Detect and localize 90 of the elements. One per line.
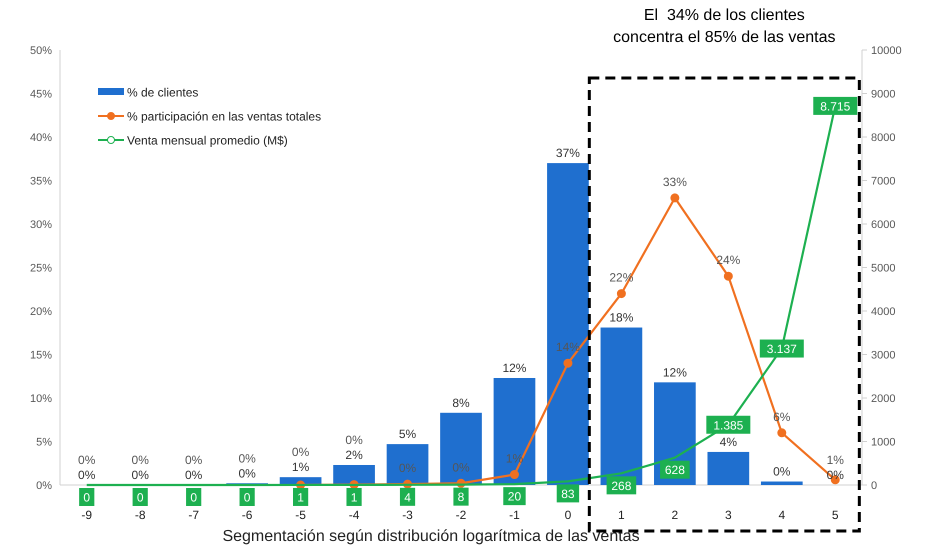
- data-label: 268: [611, 478, 632, 493]
- data-label: 12%: [662, 365, 688, 380]
- y-tick-label: 25%: [30, 262, 52, 274]
- bar: [760, 482, 803, 485]
- data-label: 4: [404, 490, 412, 504]
- y2-tick-label: 6000: [871, 219, 896, 231]
- data-label: 20: [508, 490, 522, 504]
- y-tick-label: 35%: [30, 176, 52, 188]
- y2-tick-label: 7000: [871, 176, 896, 188]
- point: [616, 289, 626, 298]
- bar: [386, 444, 428, 485]
- data-label: 0%: [78, 468, 96, 482]
- y-tick-label: 10%: [30, 393, 52, 405]
- y2-tick-label: 10000: [871, 45, 902, 57]
- y2-tick-label: 5000: [871, 262, 896, 274]
- data-label: 4%: [720, 434, 738, 449]
- text: 0%: [132, 453, 149, 467]
- x-tick-label: 3: [724, 508, 732, 522]
- y-tick-label: 5%: [36, 436, 52, 448]
- y-tick-label: 50%: [30, 45, 52, 57]
- bar: [707, 452, 750, 485]
- x-tick-label: 5: [832, 508, 839, 522]
- data-label: 33%: [662, 174, 688, 189]
- data-label: 14%: [556, 340, 580, 354]
- y2-tick-label: 2000: [871, 393, 896, 405]
- y2-tick-label: 8000: [871, 132, 896, 144]
- data-label: 0: [136, 490, 144, 504]
- x-tick-label: 4: [778, 508, 786, 522]
- data-label: 0: [244, 490, 251, 504]
- data-label: 0%: [345, 432, 364, 447]
- y-tick-label: 45%: [30, 88, 52, 100]
- y-tick-label: 20%: [30, 306, 52, 318]
- y2-tick-label: 1000: [871, 436, 896, 448]
- point: [670, 193, 680, 202]
- x-tick-label: 1: [618, 508, 626, 522]
- data-label: 1%: [292, 460, 310, 474]
- text: 0%: [184, 453, 202, 467]
- text: 0%: [238, 451, 256, 466]
- x-tick-label: -1: [509, 508, 520, 522]
- y-tick-label: 30%: [30, 219, 52, 231]
- x-axis-title: Segmentación según distribución logarítmica de las ventas: [222, 528, 640, 545]
- legend-label: % participación en las ventas totales: [127, 110, 322, 124]
- data-label: 0%: [238, 466, 256, 480]
- x-tick-label: -7: [188, 508, 200, 522]
- y2-tick-label: 9000: [871, 88, 896, 100]
- data-label: 628: [664, 463, 686, 478]
- x-tick-label: 2: [672, 508, 679, 522]
- data-label: 12%: [502, 360, 527, 375]
- data-label: 0: [190, 490, 198, 504]
- bar: [494, 378, 536, 485]
- data-label: 8%: [452, 396, 470, 410]
- data-label: 18%: [609, 310, 634, 325]
- data-label: 0%: [184, 468, 203, 482]
- y2-tick-label: 4000: [871, 306, 896, 318]
- data-label: 0%: [398, 461, 417, 476]
- x-tick-label: -2: [456, 508, 467, 522]
- data-label: 8: [458, 490, 465, 504]
- y-tick-label: 0%: [36, 480, 52, 492]
- data-label: 83: [561, 486, 575, 501]
- data-label: 37%: [556, 146, 580, 160]
- x-tick-label: -3: [402, 508, 414, 522]
- data-label: 5%: [398, 427, 417, 442]
- x-tick-label: -6: [242, 508, 253, 522]
- data-label: 0%: [292, 445, 310, 460]
- x-tick-label: -4: [348, 508, 360, 522]
- y2-tick-label: 3000: [871, 350, 896, 362]
- data-label: 0%: [773, 464, 791, 479]
- data-label: 1: [350, 490, 358, 504]
- legend-label: % de clientes: [127, 86, 198, 100]
- data-label: 1: [297, 490, 304, 504]
- data-label: 0%: [452, 460, 470, 474]
- x-tick-label: -8: [134, 508, 146, 522]
- text: 0%: [78, 453, 96, 467]
- data-label: 2%: [345, 448, 364, 462]
- point: [510, 470, 519, 480]
- legend-label: Venta mensual promedio (M$): [127, 134, 288, 148]
- data-label: 1%: [826, 453, 844, 467]
- point: [563, 358, 572, 368]
- point: [724, 272, 733, 281]
- data-label: 0: [83, 490, 90, 504]
- bar: [440, 412, 482, 485]
- y-tick-label: 15%: [30, 350, 52, 362]
- x-tick-label: -9: [81, 508, 92, 522]
- text: El 34% de los clientes concentra el 85% de las ventas: [613, 7, 836, 46]
- y2-tick-label: 0: [871, 480, 878, 492]
- y-tick-label: 40%: [30, 132, 52, 144]
- x-tick-label: -5: [295, 508, 306, 522]
- x-tick-label: 0: [564, 508, 572, 522]
- point: [777, 428, 786, 438]
- data-label: 0%: [132, 468, 150, 482]
